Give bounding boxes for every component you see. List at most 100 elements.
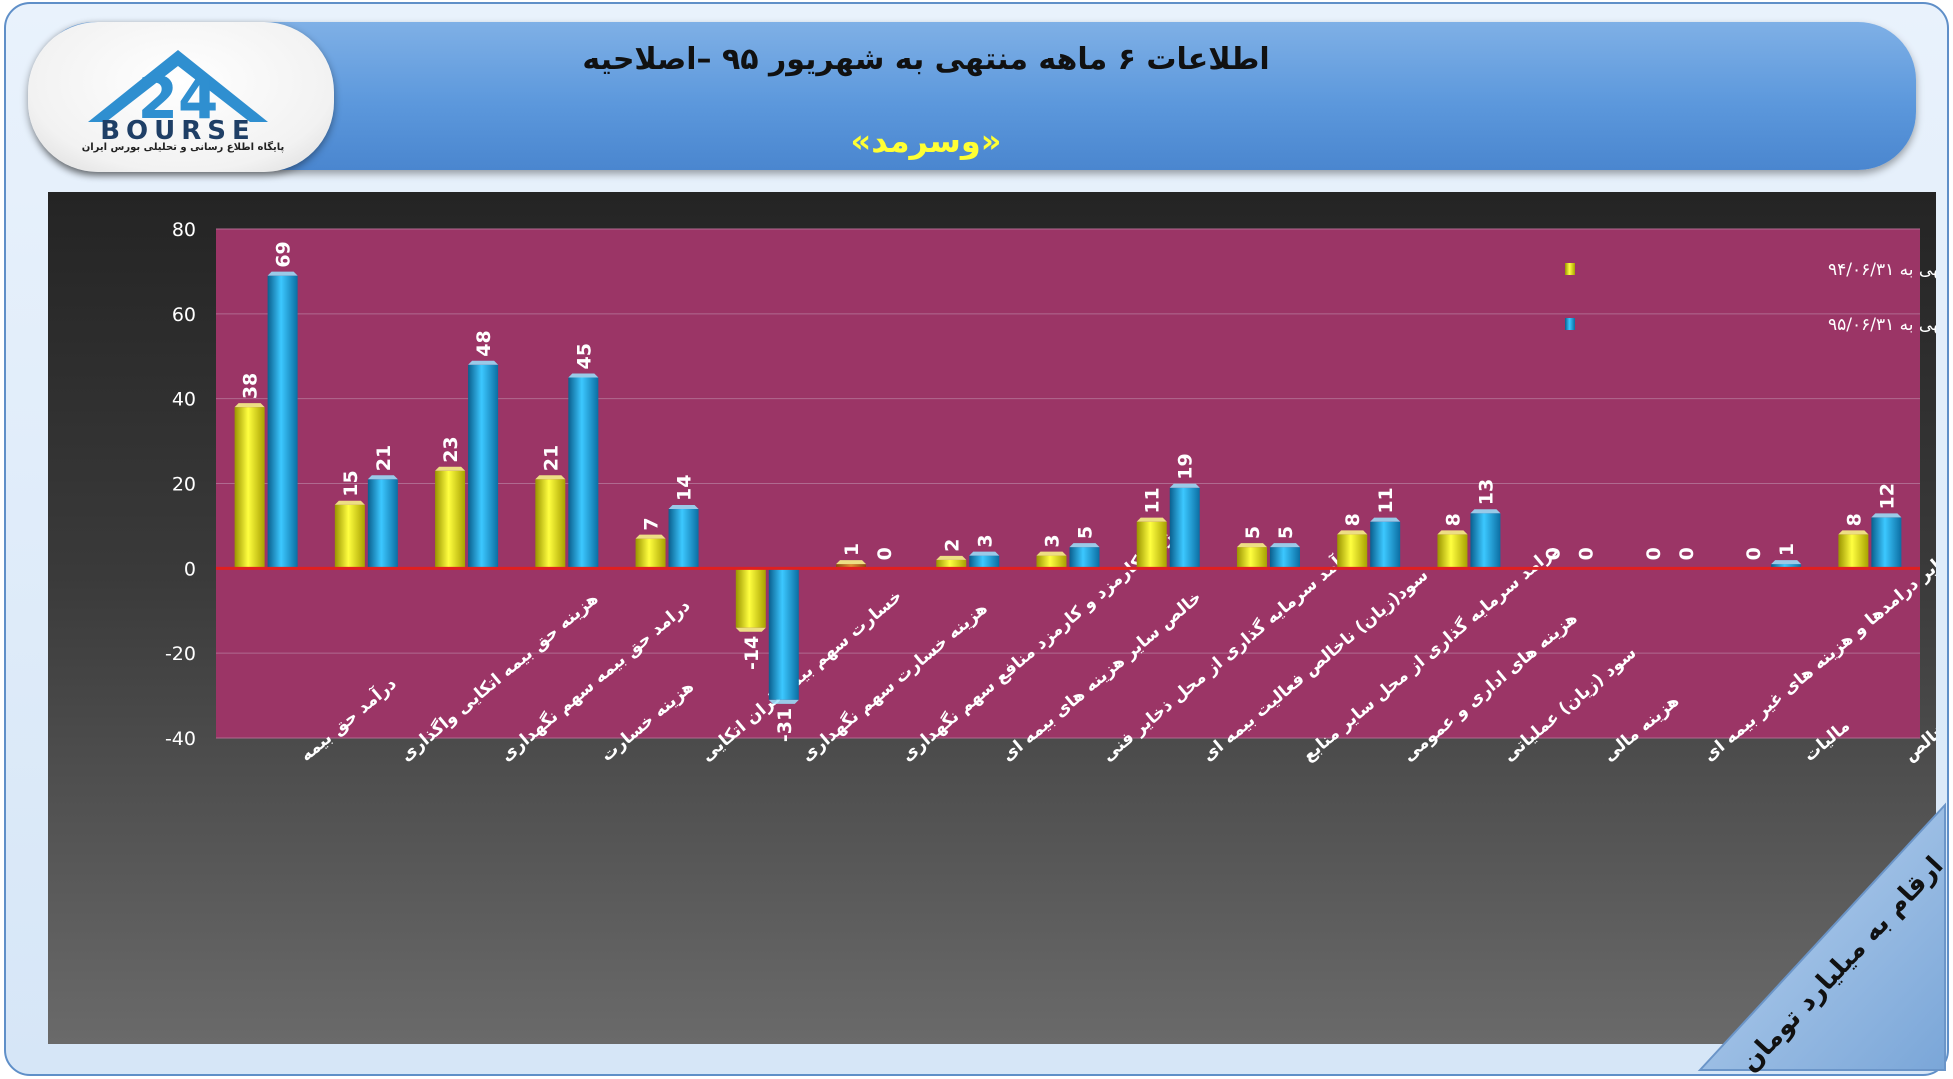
bar-cap: [334, 500, 365, 505]
bar: [267, 275, 298, 569]
bar-cap: [535, 475, 566, 480]
bar-cap: [1236, 543, 1267, 548]
data-label: 21: [373, 445, 395, 471]
legend-swatch: [1565, 263, 1575, 275]
logo-mark-icon: 24 BOURSE: [88, 50, 268, 146]
data-label: 23: [440, 436, 462, 462]
data-label: -14: [741, 636, 763, 670]
bar: [768, 568, 799, 700]
bar-cap: [435, 466, 466, 471]
bar: [1470, 513, 1501, 569]
legend-label: عملکرد منتهی به ۹۵/۰۶/۳۱: [1828, 315, 1936, 335]
data-label: 5: [1275, 526, 1297, 539]
data-label: 1: [1776, 543, 1798, 556]
bar-cap: [1771, 560, 1802, 565]
logo-brand: BOURSE: [100, 116, 256, 146]
bar-cap: [468, 360, 499, 365]
bar: [1236, 547, 1267, 569]
y-tick-label: 60: [172, 304, 196, 326]
data-label: 12: [1876, 483, 1898, 509]
bar: [1269, 547, 1300, 569]
bar: [1771, 564, 1802, 569]
bar: [568, 377, 599, 569]
bar: [635, 538, 666, 569]
data-label: 69: [273, 241, 295, 267]
data-label: 14: [674, 474, 696, 500]
bar: [234, 407, 265, 569]
legend-swatch: [1565, 318, 1575, 330]
data-label: 8: [1843, 513, 1865, 526]
header-banner: [36, 22, 1916, 170]
data-label: 38: [240, 373, 262, 399]
bar-cap: [768, 699, 799, 704]
data-label: -31: [774, 708, 796, 742]
y-tick-label: -20: [165, 643, 196, 665]
bar-cap: [1838, 530, 1869, 535]
bar-cap: [1370, 517, 1401, 522]
bar-cap: [936, 555, 967, 560]
bar-cap: [1069, 543, 1100, 548]
bar: [1370, 521, 1401, 569]
bar: [836, 564, 867, 569]
data-label: 15: [340, 470, 362, 496]
bar: [334, 504, 365, 569]
bar-cap: [1269, 543, 1300, 548]
data-label: 7: [641, 517, 663, 530]
company-name: «وسرمد»: [850, 122, 1002, 160]
bar: [435, 470, 466, 569]
bar: [1838, 534, 1869, 569]
bar: [1136, 521, 1167, 569]
bar-cap: [1470, 509, 1501, 514]
bourse24-logo: 24 BOURSE پایگاه اطلاع رسانی و تحلیلی بو…: [28, 22, 334, 172]
bar-cap: [969, 551, 1000, 556]
data-label: 0: [1743, 547, 1765, 560]
y-tick-label: 20: [172, 474, 196, 496]
data-label: 0: [874, 547, 896, 560]
data-label: 3: [974, 534, 996, 547]
bar-cap: [1337, 530, 1368, 535]
data-label: 5: [1242, 526, 1264, 539]
bar-cap: [1437, 530, 1468, 535]
data-label: 0: [1676, 547, 1698, 560]
chart-title: اطلاعات ۶ ماهه منتهی به شهریور ۹۵ –اصلاح…: [582, 42, 1270, 77]
logo-number: 24: [138, 64, 219, 132]
data-label: 3: [1042, 534, 1064, 547]
chart-area: 80 60 40 20 0 -20 -40 38 69 درآمد حق بیمه 15 21 هزین…: [48, 192, 1936, 1044]
bar: [535, 479, 566, 569]
bar-cap: [1036, 551, 1067, 556]
data-label: 0: [1643, 547, 1665, 560]
data-label: 0: [1543, 547, 1565, 560]
bar: [936, 559, 967, 569]
data-label: 19: [1175, 453, 1197, 479]
data-label: 48: [473, 330, 495, 356]
y-tick-label: 80: [172, 219, 196, 241]
bar-cap: [234, 403, 265, 408]
data-label: 21: [540, 445, 562, 471]
logo-tagline: پایگاه اطلاع رسانی و تحلیلی بورس ایران: [81, 142, 285, 153]
bar-cap: [568, 373, 599, 378]
bar-cap: [668, 504, 699, 509]
bar-cap: [635, 534, 666, 539]
bar: [668, 508, 699, 569]
bar: [468, 364, 499, 569]
bar-cap: [1169, 483, 1200, 488]
bar-cap: [267, 271, 298, 276]
bar: [1437, 534, 1468, 569]
data-label: 11: [1142, 487, 1164, 513]
bar-cap: [1871, 513, 1902, 518]
data-label: 11: [1375, 487, 1397, 513]
data-label: 45: [573, 343, 595, 369]
bar-cap: [367, 475, 398, 480]
chart-frame: 24 BOURSE پایگاه اطلاع رسانی و تحلیلی بو…: [4, 2, 1949, 1076]
data-label: 5: [1075, 526, 1097, 539]
bar: [1036, 555, 1067, 569]
data-label: 8: [1342, 513, 1364, 526]
data-label: 2: [941, 539, 963, 552]
bar: [367, 479, 398, 569]
y-tick-label: 40: [172, 389, 196, 411]
bar: [1337, 534, 1368, 569]
bar: [1069, 547, 1100, 569]
bar: [735, 568, 766, 628]
y-tick-label: 0: [184, 558, 196, 580]
